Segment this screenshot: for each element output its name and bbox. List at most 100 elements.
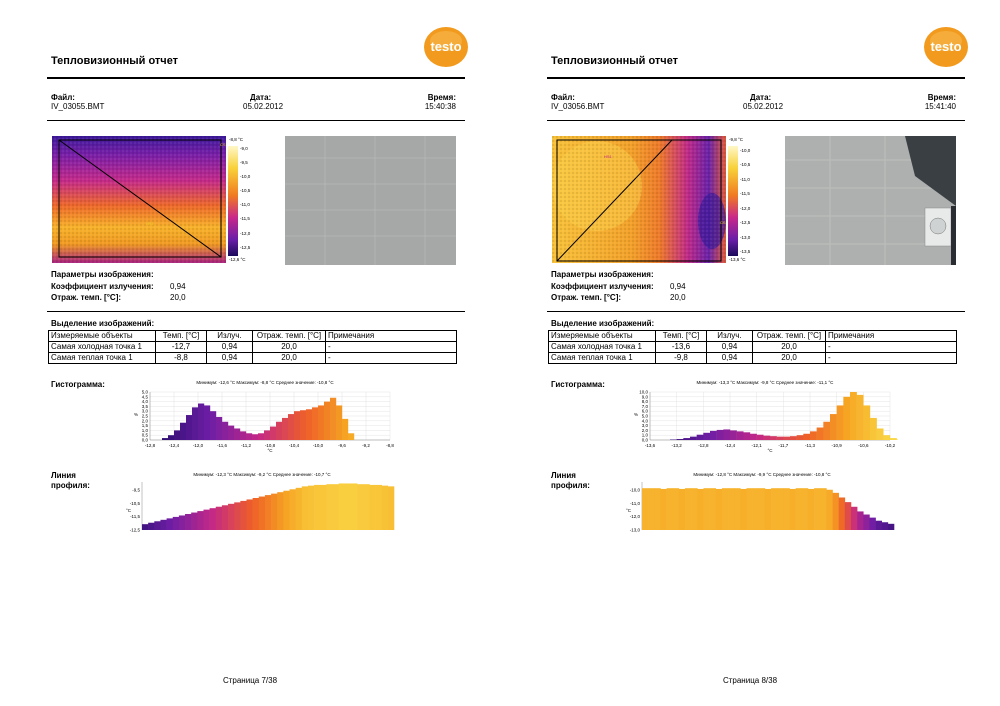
histogram-bar <box>730 430 737 440</box>
profile-bar <box>209 508 217 530</box>
histogram-bar <box>186 415 193 440</box>
x-tick-label: -13,2 <box>672 443 683 448</box>
profile-bar <box>654 488 661 530</box>
table-row: Самая холодная точка 1 -12,7 0,94 20,0 - <box>48 341 457 353</box>
histogram-bar <box>336 405 343 440</box>
histogram-bar <box>816 427 824 440</box>
y-unit-label: °C <box>126 508 132 513</box>
histogram-bar <box>763 435 771 440</box>
section-rule <box>547 311 965 312</box>
profile-bar <box>881 522 889 530</box>
profile-bar <box>314 484 321 530</box>
file-value: IV_03055.BMT <box>51 102 105 111</box>
table-header-row: Измеряемые объекты Темп. [°C] Излуч. Отр… <box>48 330 457 342</box>
profile-bar <box>814 488 821 530</box>
section-rule <box>547 120 965 121</box>
emissivity-label: Коэффициент излучения: <box>51 282 154 291</box>
report-page-8: Тепловизионный отчет testo Файл: IV_0305… <box>500 0 1000 706</box>
y-tick-label: 4,0 <box>142 399 149 404</box>
histogram-bar <box>890 438 897 440</box>
emissivity-value: 0,94 <box>670 282 686 291</box>
profile-bar <box>234 502 241 530</box>
emissivity-value: 0,94 <box>170 282 186 291</box>
profile-bar <box>869 517 876 530</box>
histogram-bar <box>270 426 277 440</box>
profile-bar <box>258 496 266 530</box>
x-tick-label: -10,8 <box>265 443 276 448</box>
y-tick-label: -9,5 <box>132 488 140 493</box>
profile-bar <box>721 488 729 530</box>
y-tick-label: 7,0 <box>642 404 649 409</box>
profile-bar <box>863 514 870 530</box>
histogram-bar <box>776 436 784 440</box>
cold-spot-marker: CS <box>220 142 226 147</box>
profile-bar <box>271 493 278 530</box>
date-label: Дата: <box>250 93 272 102</box>
profile-bar <box>307 485 315 530</box>
profile-bar <box>332 484 339 530</box>
histogram-bar <box>756 434 764 440</box>
profile-bar <box>740 488 747 530</box>
y-tick-label: 2,0 <box>142 418 149 423</box>
selection-heading: Выделение изображений: <box>551 319 655 328</box>
y-tick-label: 4,5 <box>142 394 149 399</box>
profile-bar <box>715 488 723 530</box>
histogram-bar <box>723 429 731 440</box>
x-tick-label: -11,3 <box>805 443 815 448</box>
refl-temp-value: 20,0 <box>670 293 686 302</box>
y-tick-label: 1,0 <box>142 428 149 433</box>
profile-bar <box>350 483 358 530</box>
section-rule <box>47 311 465 312</box>
profile-bar <box>375 484 383 530</box>
profile-bar <box>764 488 772 530</box>
refl-temp-value: 20,0 <box>170 293 186 302</box>
profile-bar <box>777 488 784 530</box>
profile-bar <box>783 488 790 530</box>
x-tick-label: -10,9 <box>832 443 843 448</box>
report-page-7: Тепловизионный отчет testo Файл: IV_0305… <box>47 27 468 685</box>
svg-text:testo: testo <box>930 39 961 54</box>
date-value: 05.02.2012 <box>243 102 284 111</box>
file-label: Файл: <box>51 93 75 102</box>
profile-bar <box>678 488 686 530</box>
y-tick-label: -11,0 <box>630 501 640 506</box>
histogram-bar <box>783 436 791 440</box>
histogram-chart: Минимум: -12,6 °C Максимум: -8,8 °C Сред… <box>134 380 394 453</box>
profile-bar <box>709 488 717 530</box>
histogram-bar <box>216 416 223 440</box>
histogram-bar <box>683 438 691 440</box>
profile-bar <box>666 488 674 530</box>
profile-bar <box>887 523 895 530</box>
profile-bar <box>166 518 174 530</box>
x-tick-label: -12,0 <box>193 443 204 448</box>
y-tick-label: 3,5 <box>142 404 149 409</box>
header-rule <box>47 77 465 79</box>
time-value: 15:40:38 <box>424 102 456 111</box>
histogram-bar <box>750 433 757 440</box>
histogram-bar <box>276 421 283 440</box>
selection-heading: Выделение изображений: <box>51 319 155 328</box>
histogram-bar <box>850 392 857 440</box>
measurement-table: Измеряемые объекты Темп. [°C] Излуч. Отр… <box>548 330 957 364</box>
testo-logo: testo <box>424 27 468 67</box>
profile-bar <box>148 522 155 530</box>
histogram-bar <box>743 432 751 440</box>
histogram-bar <box>823 421 831 440</box>
refl-temp-label: Отраж. темп. [°C]: <box>551 293 622 302</box>
profile-bar <box>277 492 284 530</box>
profile-chart: Минимум: -12,8 °C Максимум: -9,9 °C Сред… <box>626 472 895 533</box>
histogram-bar <box>830 414 837 440</box>
profile-bar <box>844 502 852 530</box>
profile-bar <box>850 506 858 530</box>
x-tick-label: -10,4 <box>289 443 300 448</box>
profile-bar <box>703 488 710 530</box>
emissivity-label: Коэффициент излучения: <box>551 282 654 291</box>
histogram-bar <box>294 411 301 440</box>
profile-bar <box>160 519 167 530</box>
histogram-bar <box>803 433 811 440</box>
profile-bar <box>789 488 796 530</box>
histogram-bar <box>180 422 187 440</box>
params-heading: Параметры изображения: <box>551 270 654 279</box>
histogram-bar <box>736 431 744 440</box>
profile-bar <box>642 488 649 530</box>
